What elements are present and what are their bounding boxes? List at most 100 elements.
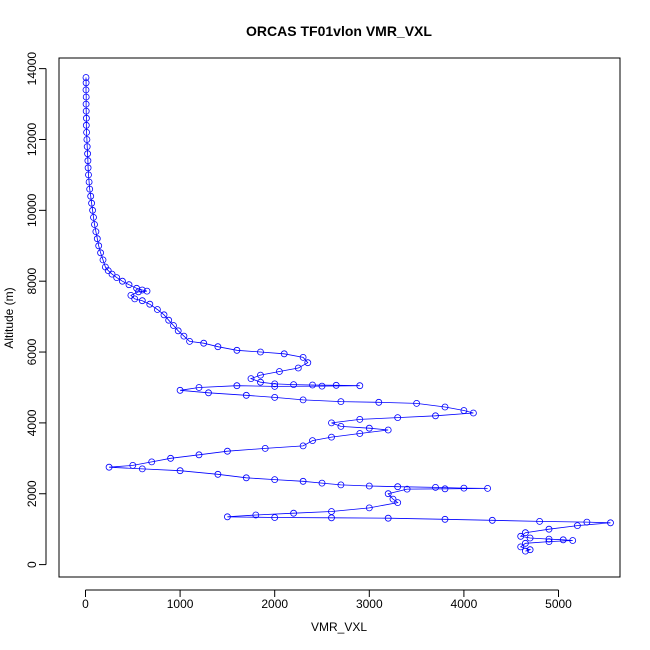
data-point xyxy=(195,451,203,459)
data-point xyxy=(135,288,142,296)
data-point xyxy=(304,359,312,367)
data-point xyxy=(83,136,91,143)
y-tick-label: 10000 xyxy=(25,193,39,227)
data-point xyxy=(299,477,307,485)
data-point xyxy=(84,157,92,165)
data-point xyxy=(522,547,529,555)
y-tick-label: 14000 xyxy=(25,52,39,86)
data-point xyxy=(146,300,154,308)
data-point xyxy=(127,291,135,299)
data-point xyxy=(545,525,553,533)
data-point xyxy=(90,213,97,221)
data-point xyxy=(460,484,468,492)
data-point xyxy=(299,353,307,361)
x-axis: 0 1000 2000 3000 4000 5000 xyxy=(82,589,572,611)
data-point xyxy=(365,482,373,490)
data-point xyxy=(318,479,326,487)
data-point xyxy=(82,107,90,115)
data-point xyxy=(82,100,90,108)
data-point xyxy=(328,419,335,427)
data-point xyxy=(233,346,241,354)
data-point xyxy=(113,274,121,282)
data-point xyxy=(82,79,90,87)
chart-title: ORCAS TF01vlon VMR_VXL xyxy=(246,23,432,39)
data-point xyxy=(143,287,151,295)
data-point xyxy=(83,114,90,122)
data-point xyxy=(95,242,103,250)
data-point xyxy=(384,490,392,498)
data-point xyxy=(105,463,113,471)
data-point xyxy=(223,447,231,455)
data-point xyxy=(174,327,182,335)
y-axis-label: Altitude (m) xyxy=(2,287,16,348)
data-point xyxy=(318,382,326,390)
data-point xyxy=(484,484,492,492)
data-point xyxy=(328,433,335,441)
data-point xyxy=(84,164,92,172)
data-point xyxy=(165,316,173,324)
data-point xyxy=(170,322,177,329)
data-point xyxy=(214,470,222,478)
data-point xyxy=(441,515,449,523)
data-point xyxy=(394,414,402,422)
data-point xyxy=(160,311,168,319)
data-point xyxy=(460,407,468,414)
data-point xyxy=(271,514,279,521)
data-point xyxy=(309,381,316,389)
data-point xyxy=(138,286,146,294)
data-point xyxy=(87,192,95,200)
data-point xyxy=(294,364,302,372)
x-tick-label: 4000 xyxy=(451,597,478,611)
data-point xyxy=(469,409,477,417)
data-point xyxy=(365,504,373,512)
data-point xyxy=(337,398,345,406)
data-point xyxy=(337,422,345,430)
x-tick-label: 5000 xyxy=(545,597,572,611)
data-point xyxy=(88,199,95,207)
data-point xyxy=(271,393,279,401)
data-point xyxy=(271,476,279,484)
data-point xyxy=(271,382,279,390)
data-point xyxy=(384,426,392,434)
x-tick-label: 0 xyxy=(82,597,89,611)
data-point xyxy=(214,343,222,351)
data-point xyxy=(271,380,279,388)
data-point xyxy=(138,297,146,305)
data-point xyxy=(365,424,373,432)
data-point xyxy=(82,86,90,94)
data-point xyxy=(252,511,260,519)
plot-frame xyxy=(58,57,621,578)
x-tick-label: 3000 xyxy=(356,597,383,611)
y-axis: 0 2000 4000 6000 8000 10000 12000 14000 xyxy=(25,52,47,568)
data-point xyxy=(522,529,529,537)
data-point xyxy=(200,339,208,347)
data-point xyxy=(85,178,93,186)
data-point xyxy=(261,444,269,452)
data-point xyxy=(125,281,133,289)
data-point xyxy=(328,514,335,522)
data-point xyxy=(517,543,525,551)
data-point xyxy=(432,483,439,491)
data-point xyxy=(290,509,298,517)
data-point xyxy=(375,398,383,406)
data-point xyxy=(403,485,411,493)
y-tick-label: 2000 xyxy=(25,480,39,507)
data-point xyxy=(257,378,264,386)
data-point xyxy=(337,481,345,489)
x-axis-label: VMR_VXL xyxy=(311,620,367,634)
data-point xyxy=(83,128,90,136)
data-point xyxy=(356,430,364,437)
data-point xyxy=(93,235,101,243)
data-point xyxy=(176,467,184,475)
data-point xyxy=(104,267,112,275)
y-tick-label: 8000 xyxy=(25,268,39,295)
x-tick-label: 2000 xyxy=(261,597,288,611)
data-point xyxy=(242,474,250,482)
series-line xyxy=(85,77,611,552)
data-point xyxy=(131,295,139,303)
data-point xyxy=(82,74,90,81)
data-point xyxy=(82,93,90,101)
data-point xyxy=(167,454,175,462)
data-point xyxy=(148,458,156,466)
data-point xyxy=(607,519,614,527)
